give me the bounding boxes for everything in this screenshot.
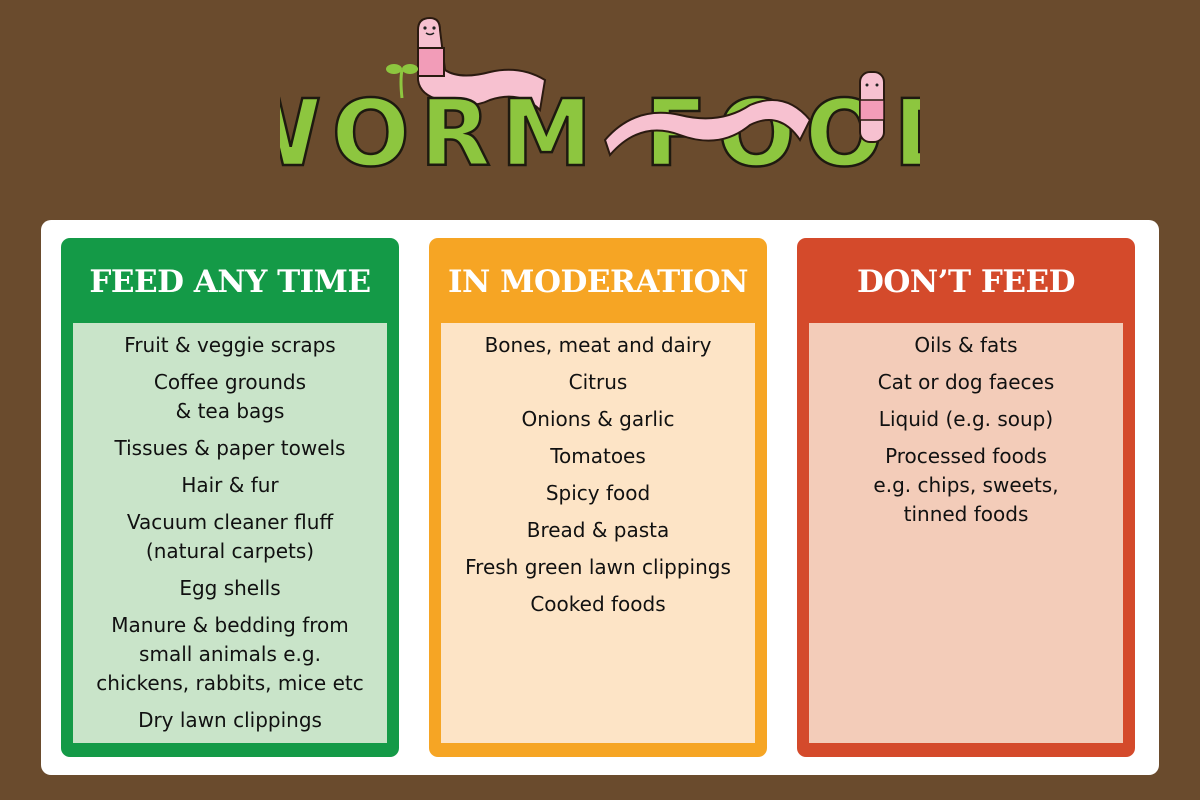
list-item-text: Egg shells	[179, 576, 281, 600]
list-item-text: Fruit & veggie scraps	[124, 333, 336, 357]
list-item: Liquid (e.g. soup)	[809, 405, 1123, 434]
list-item-text: (natural carpets)	[145, 539, 315, 563]
list-item-text: Onions & garlic	[521, 407, 675, 431]
list-item: Egg shells	[73, 574, 387, 603]
list-item-text: & tea bags	[175, 399, 285, 423]
list-item-text: Spicy food	[545, 481, 651, 505]
column-heading: IN MODERATION	[448, 264, 749, 300]
list-item-text: Tomatoes	[550, 444, 646, 468]
column-feed-any-time: FEED ANY TIME Fruit & veggie scraps Coffe…	[61, 238, 399, 757]
list-item: Fresh green lawn clippings	[441, 553, 755, 582]
list-item-text: Hair & fur	[181, 473, 279, 497]
list-item-text: Citrus	[568, 370, 628, 394]
seedling-icon	[386, 64, 418, 99]
list-item-text: Fresh green lawn clippings	[465, 555, 731, 579]
list-item-text: Manure & bedding from	[111, 613, 349, 637]
item-list: Oils & fats Cat or dog faeces Liquid (e.g.…	[809, 323, 1123, 743]
list-item-text: Oils & fats	[914, 333, 1018, 357]
list-item: Cooked foods	[441, 590, 755, 619]
list-item-text: Bread & pasta	[526, 518, 670, 542]
list-item-text: Dry lawn clippings	[138, 708, 322, 732]
list-item: Fruit & veggie scraps	[73, 331, 387, 360]
list-item-text: tinned foods	[903, 502, 1029, 526]
list-item-text: Coffee grounds	[153, 370, 307, 394]
list-item-text: chickens, rabbits, mice etc	[96, 671, 364, 695]
item-list: Fruit & veggie scraps Coffee grounds & tea…	[73, 323, 387, 743]
list-item-text: Processed foods	[885, 444, 1047, 468]
list-item: Processed foods e.g. chips, sweets, tinned…	[809, 442, 1123, 529]
title: WORM FOOD	[280, 80, 920, 187]
column-in-moderation: IN MODERATION Bones, meat and dairy Citru…	[429, 238, 767, 757]
column-heading: DON’T FEED	[856, 264, 1076, 300]
list-item-text: Bones, meat and dairy	[484, 333, 712, 357]
list-item: Dry lawn clippings	[73, 706, 387, 735]
list-item: Hair & fur	[73, 471, 387, 500]
list-item: Coffee grounds & tea bags	[73, 368, 387, 426]
list-item: Citrus	[441, 368, 755, 397]
list-item: Cat or dog faeces	[809, 368, 1123, 397]
list-item-text: small animals e.g.	[139, 642, 321, 666]
worm-icon	[603, 71, 885, 157]
list-item-text: Tissues & paper towels	[114, 436, 346, 460]
list-item: Oils & fats	[809, 331, 1123, 360]
list-item-text: Cat or dog faeces	[877, 370, 1055, 394]
list-item: Onions & garlic	[441, 405, 755, 434]
column-dont-feed: DON’T FEED Oils & fats Cat or dog faeces L…	[797, 238, 1135, 757]
list-item-text: Vacuum cleaner fluff	[126, 510, 334, 534]
worm-food-logo: WORM FOOD	[280, 16, 920, 188]
list-item: Spicy food	[441, 479, 755, 508]
list-item: Tissues & paper towels	[73, 434, 387, 463]
list-item: Vacuum cleaner fluff (natural carpets)	[73, 508, 387, 566]
list-item: Manure & bedding from small animals e.g. c…	[73, 611, 387, 698]
list-item: Tomatoes	[441, 442, 755, 471]
column-heading: FEED ANY TIME	[89, 264, 371, 300]
list-item-text: Liquid (e.g. soup)	[878, 407, 1054, 431]
list-item-text: Cooked foods	[530, 592, 666, 616]
item-list: Bones, meat and dairy Citrus Onions & garl…	[441, 323, 755, 743]
list-item-text: e.g. chips, sweets,	[873, 473, 1059, 497]
worm-icon	[417, 16, 547, 113]
list-item: Bread & pasta	[441, 516, 755, 545]
list-item: Bones, meat and dairy	[441, 331, 755, 360]
